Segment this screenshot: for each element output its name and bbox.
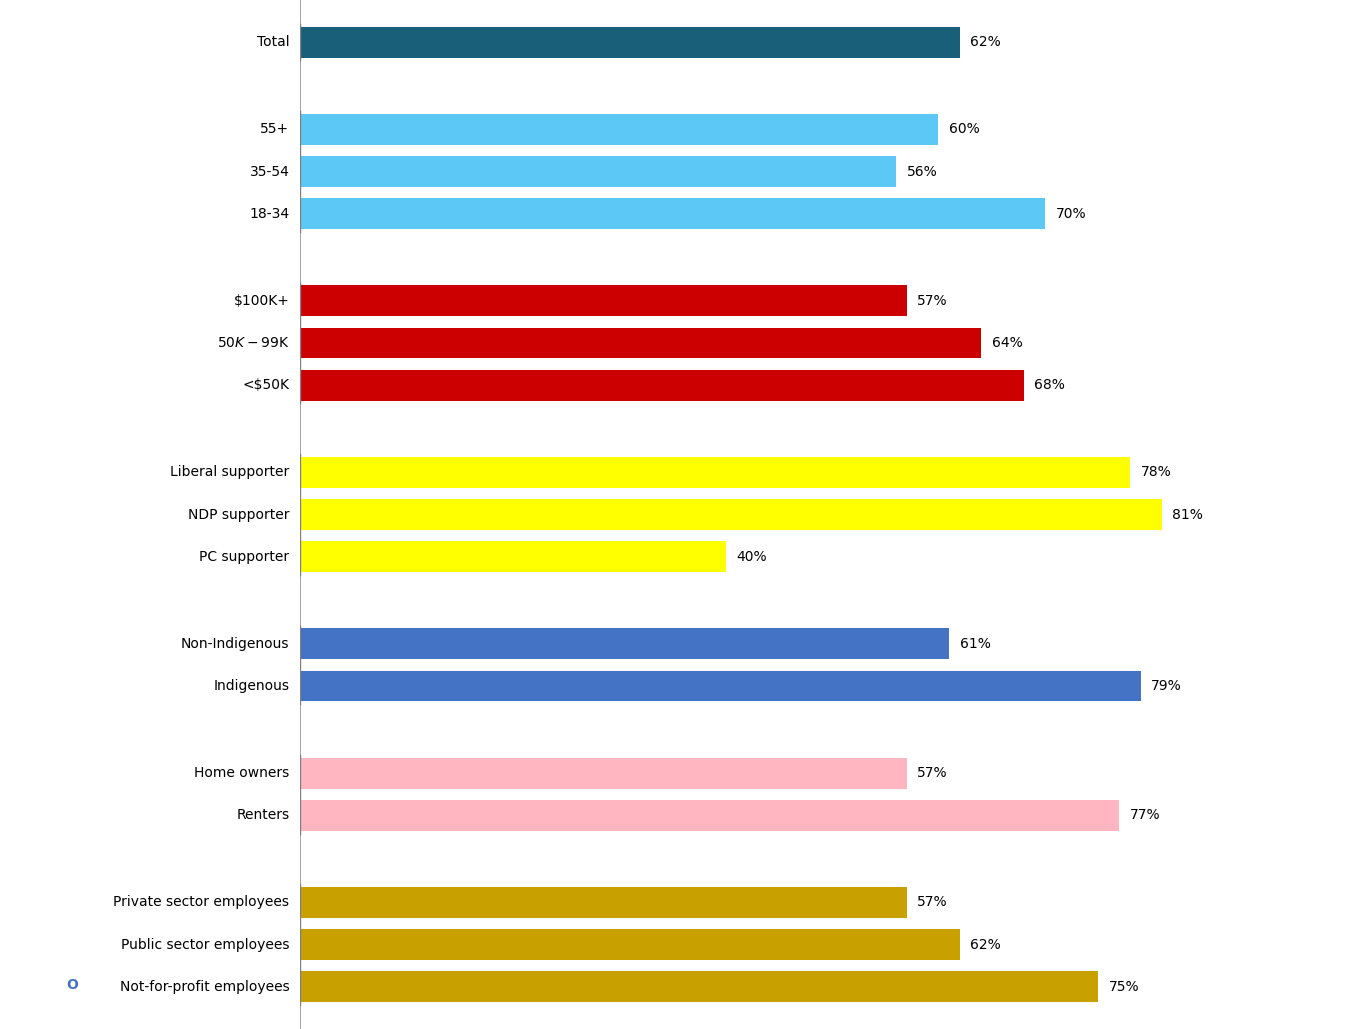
Text: 79%: 79% (1151, 679, 1183, 693)
Bar (300, 629, 949, 660)
Text: Renters: Renters (236, 809, 289, 822)
Text: 55+: 55+ (261, 122, 289, 136)
Bar (300, 327, 981, 358)
Text: Indigenous: Indigenous (213, 679, 289, 693)
Text: 56%: 56% (907, 165, 937, 178)
Bar (300, 199, 1045, 229)
Text: Private sector employees: Private sector employees (113, 895, 289, 910)
Bar (300, 457, 1129, 488)
Bar (300, 929, 960, 960)
Text: 57%: 57% (917, 767, 948, 780)
Bar (300, 757, 907, 788)
Text: 60%: 60% (949, 122, 979, 136)
Text: 70%: 70% (1056, 207, 1086, 220)
Bar (300, 800, 1120, 830)
Text: VIEWS AMONG SUB-GROUPS: VIEWS AMONG SUB-GROUPS (25, 442, 269, 458)
Text: BE  RESEARCH INC.: BE RESEARCH INC. (87, 978, 237, 992)
Bar (300, 541, 726, 572)
Bar (300, 285, 907, 316)
Text: 75%: 75% (1109, 980, 1139, 994)
Text: YOUNGER ADULTS, LOWER-INCOME MANITOBANS MORE LIKELY TO SUPPORT UBI: YOUNGER ADULTS, LOWER-INCOME MANITOBANS … (25, 123, 902, 142)
Text: 57%: 57% (917, 895, 948, 910)
Bar (300, 971, 1098, 1002)
Text: Public sector employees: Public sector employees (121, 937, 289, 952)
Text: Not-for-profit employees: Not-for-profit employees (120, 980, 289, 994)
Text: 40%: 40% (737, 549, 767, 564)
Text: $100K+: $100K+ (233, 294, 289, 308)
Text: 35-54: 35-54 (250, 165, 289, 178)
Text: PC supporter: PC supporter (199, 549, 289, 564)
Text: Non-Indigenous: Non-Indigenous (181, 637, 289, 650)
Text: NDP supporter: NDP supporter (188, 507, 289, 522)
Text: $50K-$99K: $50K-$99K (217, 336, 289, 350)
Text: 81%: 81% (1173, 507, 1203, 522)
Bar (300, 369, 1023, 400)
Text: Q23. “During the pandemic, governments are spending more money to help people an: Q23. “During the pandemic, governments a… (25, 514, 1277, 528)
Bar (300, 671, 1140, 702)
Bar (300, 27, 960, 58)
Text: Home owners: Home owners (194, 767, 289, 780)
Text: 18-34: 18-34 (250, 207, 289, 220)
Text: <$50K: <$50K (243, 379, 289, 392)
Text: O: O (65, 978, 78, 992)
Text: 68%: 68% (1034, 379, 1065, 392)
Text: 61%: 61% (960, 637, 990, 650)
Bar (300, 114, 938, 145)
Bar (300, 887, 907, 918)
Text: Base: All respondents (N=803): Base: All respondents (N=803) (25, 895, 206, 909)
Text: Liberal supporter: Liberal supporter (170, 465, 289, 480)
Text: 77%: 77% (1129, 809, 1161, 822)
Text: PR: PR (25, 978, 45, 992)
Bar (300, 499, 1162, 530)
Text: 64%: 64% (992, 336, 1023, 350)
Text: Total: Total (256, 35, 289, 49)
Bar (300, 156, 896, 187)
Text: 57%: 57% (917, 294, 948, 308)
Text: 62%: 62% (970, 937, 1001, 952)
Text: 78%: 78% (1140, 465, 1172, 480)
Text: 62%: 62% (970, 35, 1001, 49)
